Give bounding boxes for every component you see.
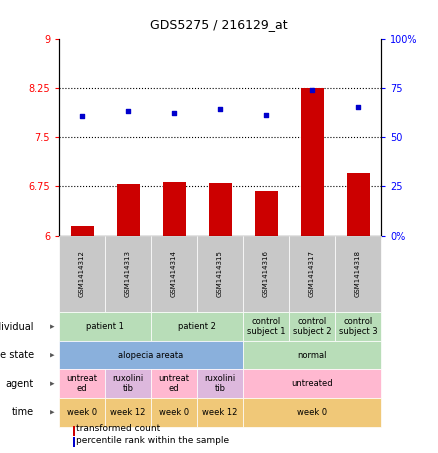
Bar bbox=[300, 88, 324, 236]
Bar bbox=[105, 398, 151, 427]
Text: GSM1414313: GSM1414313 bbox=[125, 251, 131, 298]
Bar bbox=[243, 398, 381, 427]
Text: week 0: week 0 bbox=[159, 408, 189, 417]
Bar bbox=[151, 398, 197, 427]
Bar bbox=[243, 236, 289, 313]
Bar bbox=[243, 341, 381, 370]
Text: patient 2: patient 2 bbox=[178, 322, 216, 331]
Text: normal: normal bbox=[297, 351, 327, 360]
Text: week 12: week 12 bbox=[202, 408, 238, 417]
Text: agent: agent bbox=[6, 379, 34, 389]
Bar bbox=[151, 236, 197, 313]
Bar bbox=[59, 313, 151, 341]
Bar bbox=[71, 226, 94, 236]
Bar bbox=[59, 236, 105, 313]
Text: time: time bbox=[12, 407, 34, 417]
Bar bbox=[151, 370, 197, 398]
Bar bbox=[208, 183, 232, 236]
Text: control
subject 3: control subject 3 bbox=[339, 317, 378, 336]
Bar bbox=[197, 236, 243, 313]
Text: week 0: week 0 bbox=[67, 408, 97, 417]
Text: ruxolini
tib: ruxolini tib bbox=[205, 374, 236, 393]
Bar bbox=[289, 313, 335, 341]
Text: untreat
ed: untreat ed bbox=[159, 374, 190, 393]
Bar bbox=[59, 370, 105, 398]
Text: control
subject 1: control subject 1 bbox=[247, 317, 285, 336]
Text: GSM1414312: GSM1414312 bbox=[79, 251, 85, 298]
Text: patient 1: patient 1 bbox=[86, 322, 124, 331]
Text: alopecia areata: alopecia areata bbox=[119, 351, 184, 360]
Bar bbox=[73, 426, 75, 436]
Text: transformed count: transformed count bbox=[76, 424, 160, 434]
Text: GSM1414316: GSM1414316 bbox=[263, 251, 269, 298]
Bar bbox=[197, 370, 243, 398]
Bar bbox=[105, 370, 151, 398]
Bar bbox=[289, 236, 335, 313]
Text: week 0: week 0 bbox=[297, 408, 327, 417]
Text: untreated: untreated bbox=[291, 379, 333, 388]
Point bbox=[124, 107, 131, 114]
Text: GDS5275 / 216129_at: GDS5275 / 216129_at bbox=[150, 18, 288, 31]
Bar bbox=[346, 173, 370, 236]
Bar bbox=[59, 341, 243, 370]
Point bbox=[308, 86, 315, 93]
Point bbox=[170, 109, 178, 116]
Bar bbox=[59, 398, 105, 427]
Bar bbox=[243, 313, 289, 341]
Bar bbox=[73, 438, 75, 448]
Text: week 12: week 12 bbox=[110, 408, 146, 417]
Bar bbox=[151, 313, 243, 341]
Text: disease state: disease state bbox=[0, 350, 34, 360]
Text: GSM1414315: GSM1414315 bbox=[217, 251, 223, 298]
Bar bbox=[105, 236, 151, 313]
Point bbox=[354, 103, 361, 111]
Text: control
subject 2: control subject 2 bbox=[293, 317, 331, 336]
Bar bbox=[243, 370, 381, 398]
Point bbox=[216, 106, 223, 113]
Text: ruxolini
tib: ruxolini tib bbox=[113, 374, 144, 393]
Text: percentile rank within the sample: percentile rank within the sample bbox=[76, 436, 229, 445]
Text: individual: individual bbox=[0, 322, 34, 332]
Text: untreat
ed: untreat ed bbox=[67, 374, 98, 393]
Point bbox=[79, 112, 86, 120]
Text: GSM1414314: GSM1414314 bbox=[171, 251, 177, 298]
Bar bbox=[335, 236, 381, 313]
Bar bbox=[117, 184, 140, 236]
Bar bbox=[197, 398, 243, 427]
Point bbox=[262, 112, 269, 119]
Bar bbox=[254, 191, 278, 236]
Bar bbox=[335, 313, 381, 341]
Text: GSM1414318: GSM1414318 bbox=[355, 251, 361, 298]
Text: GSM1414317: GSM1414317 bbox=[309, 251, 315, 298]
Bar bbox=[162, 182, 186, 236]
